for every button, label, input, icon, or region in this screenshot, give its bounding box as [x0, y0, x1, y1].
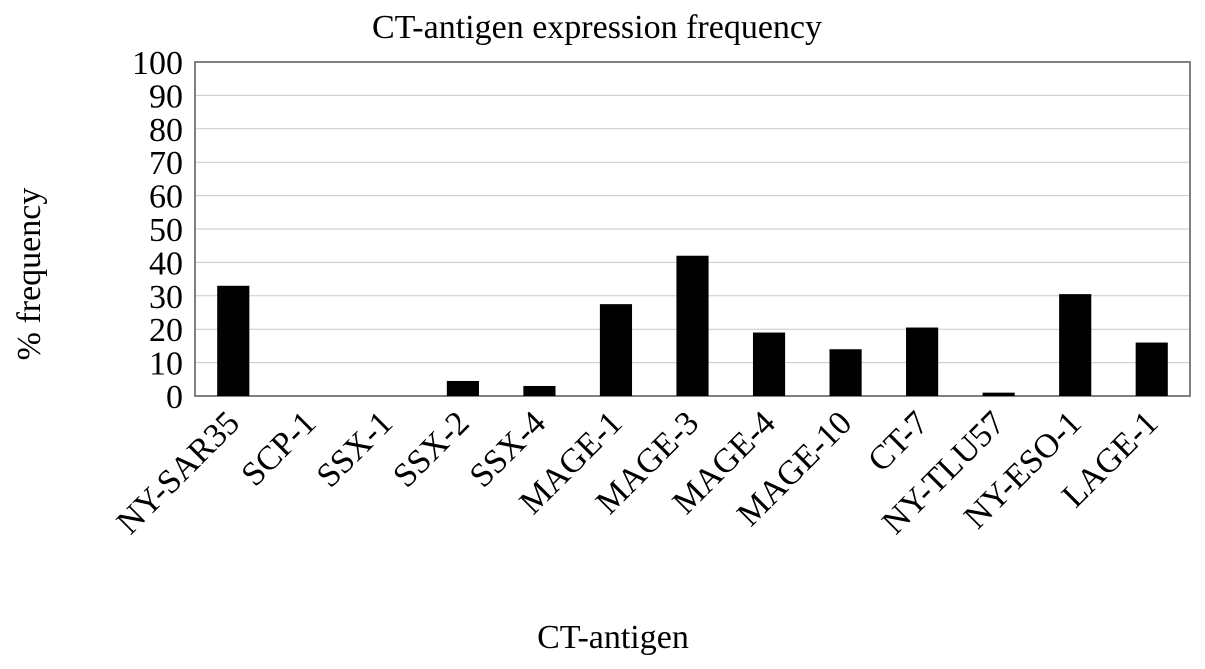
- y-tick-label: 60: [149, 179, 183, 216]
- y-tick-label: 10: [149, 346, 183, 383]
- chart-title: CT-antigen expression frequency: [372, 9, 822, 46]
- y-tick-label: 80: [149, 112, 183, 149]
- y-tick-label: 30: [149, 279, 183, 316]
- y-tick-label: 100: [132, 45, 183, 82]
- bar: [982, 392, 1015, 396]
- bar: [676, 255, 709, 396]
- bar: [1135, 342, 1168, 396]
- bar: [829, 349, 862, 396]
- bar: [599, 304, 633, 396]
- y-tick-label: 40: [149, 245, 183, 282]
- bars: [217, 255, 1168, 396]
- y-tick-label: 0: [166, 379, 183, 416]
- y-tick-label: 50: [149, 212, 183, 249]
- y-axis-label: % frequency: [11, 188, 48, 361]
- x-tick-label: NY-SAR35: [110, 404, 247, 541]
- y-tick-label: 70: [149, 145, 183, 182]
- bar: [906, 327, 939, 396]
- bar: [217, 285, 250, 396]
- y-tick-label: 20: [149, 312, 183, 349]
- bar: [446, 380, 479, 396]
- y-tick-label: 90: [149, 78, 183, 115]
- x-tick-label: SCP-1: [234, 404, 323, 493]
- x-tick-label: SSX-2: [386, 404, 476, 494]
- bar: [752, 332, 786, 396]
- bar: [1059, 294, 1092, 396]
- gridlines: [195, 94, 1190, 364]
- x-tick-labels: NY-SAR35SCP-1SSX-1SSX-2SSX-4MAGE-1MAGE-3…: [110, 404, 1166, 541]
- bar: [523, 385, 556, 396]
- x-tick-label: SSX-1: [310, 404, 400, 494]
- x-axis-label: CT-antigen: [537, 619, 689, 656]
